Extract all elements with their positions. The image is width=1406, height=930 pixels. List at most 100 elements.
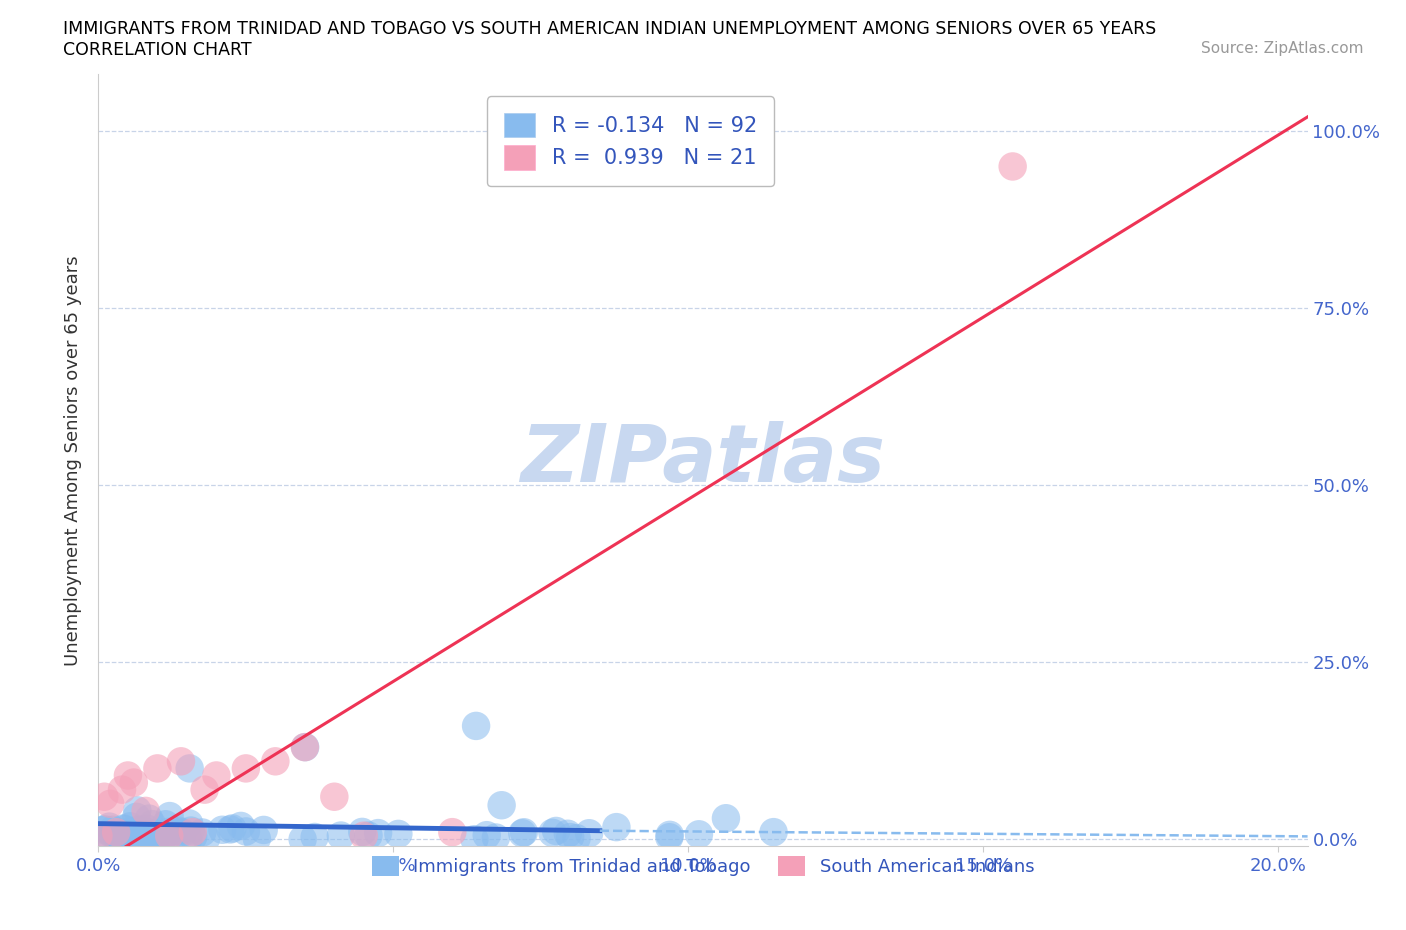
Point <box>112 821 135 836</box>
Point <box>191 825 214 840</box>
Point <box>304 830 326 844</box>
Point <box>557 827 579 842</box>
Point <box>294 739 316 754</box>
Point <box>181 830 204 844</box>
Point <box>605 819 627 834</box>
Point <box>128 830 150 845</box>
Point <box>143 830 166 845</box>
Point <box>235 761 257 776</box>
Point <box>135 804 157 818</box>
Point <box>139 830 162 845</box>
Point <box>172 825 194 840</box>
Point <box>134 828 156 843</box>
Point <box>578 826 600 841</box>
Point <box>294 739 316 754</box>
Point <box>143 830 166 845</box>
Point <box>513 825 536 840</box>
Point <box>125 809 148 824</box>
Point <box>128 823 150 838</box>
Point <box>170 754 193 769</box>
Point <box>146 761 169 776</box>
Y-axis label: Unemployment Among Seniors over 65 years: Unemployment Among Seniors over 65 years <box>65 255 83 666</box>
Point <box>114 825 136 840</box>
Point <box>127 830 149 844</box>
Point <box>124 827 146 842</box>
Point <box>122 825 145 840</box>
Point <box>179 761 201 776</box>
Point <box>211 822 233 837</box>
Point <box>156 825 179 840</box>
Point <box>94 822 117 837</box>
Point <box>194 782 217 797</box>
Point <box>105 830 128 844</box>
Text: Source: ZipAtlas.com: Source: ZipAtlas.com <box>1201 41 1364 56</box>
Point <box>115 830 138 844</box>
Point <box>714 811 737 826</box>
Point <box>441 825 464 840</box>
Point <box>510 826 533 841</box>
Point <box>291 831 314 846</box>
Point <box>155 817 177 831</box>
Point <box>353 829 375 844</box>
Point <box>96 830 118 844</box>
Point <box>229 818 252 833</box>
Point <box>87 829 110 844</box>
Point <box>134 824 156 839</box>
Point <box>127 822 149 837</box>
Point <box>125 829 148 844</box>
Point <box>117 768 139 783</box>
Point <box>195 830 218 845</box>
Point <box>323 790 346 804</box>
Point <box>169 823 191 838</box>
Point <box>329 828 352 843</box>
Point <box>105 830 128 845</box>
Point <box>135 821 157 836</box>
Point <box>98 796 121 811</box>
Point <box>143 827 166 842</box>
Point <box>117 829 139 844</box>
Point <box>111 782 134 797</box>
Text: IMMIGRANTS FROM TRINIDAD AND TOBAGO VS SOUTH AMERICAN INDIAN UNEMPLOYMENT AMONG : IMMIGRANTS FROM TRINIDAD AND TOBAGO VS S… <box>63 20 1157 38</box>
Point <box>114 831 136 846</box>
Point <box>101 827 124 842</box>
Point <box>127 803 149 817</box>
Point <box>544 823 567 838</box>
Point <box>169 825 191 840</box>
Point <box>179 816 201 830</box>
Point <box>141 817 163 831</box>
Point <box>117 827 139 842</box>
Point <box>688 827 710 842</box>
Legend: Immigrants from Trinidad and Tobago, South American Indians: Immigrants from Trinidad and Tobago, Sou… <box>364 848 1042 884</box>
Point <box>91 822 114 837</box>
Point <box>387 827 409 842</box>
Point <box>136 825 159 840</box>
Point <box>177 831 200 846</box>
Point <box>180 823 202 838</box>
Text: CORRELATION CHART: CORRELATION CHART <box>63 41 252 59</box>
Point <box>157 829 180 844</box>
Point <box>120 818 142 833</box>
Point <box>560 830 582 844</box>
Point <box>181 825 204 840</box>
Point <box>253 822 276 837</box>
Point <box>138 811 160 826</box>
Point <box>246 831 269 846</box>
Point <box>152 830 174 845</box>
Point <box>491 798 513 813</box>
Point <box>127 828 149 843</box>
Point <box>101 822 124 837</box>
Point <box>357 828 380 843</box>
Point <box>96 828 118 843</box>
Point <box>541 826 564 841</box>
Point <box>485 830 508 845</box>
Point <box>352 825 374 840</box>
Point <box>153 829 176 844</box>
Point <box>205 768 228 783</box>
Point <box>235 824 257 839</box>
Point <box>93 790 115 804</box>
Point <box>1001 159 1024 174</box>
Point <box>367 826 389 841</box>
Point <box>762 825 785 840</box>
Point <box>141 827 163 842</box>
Point <box>264 754 287 769</box>
